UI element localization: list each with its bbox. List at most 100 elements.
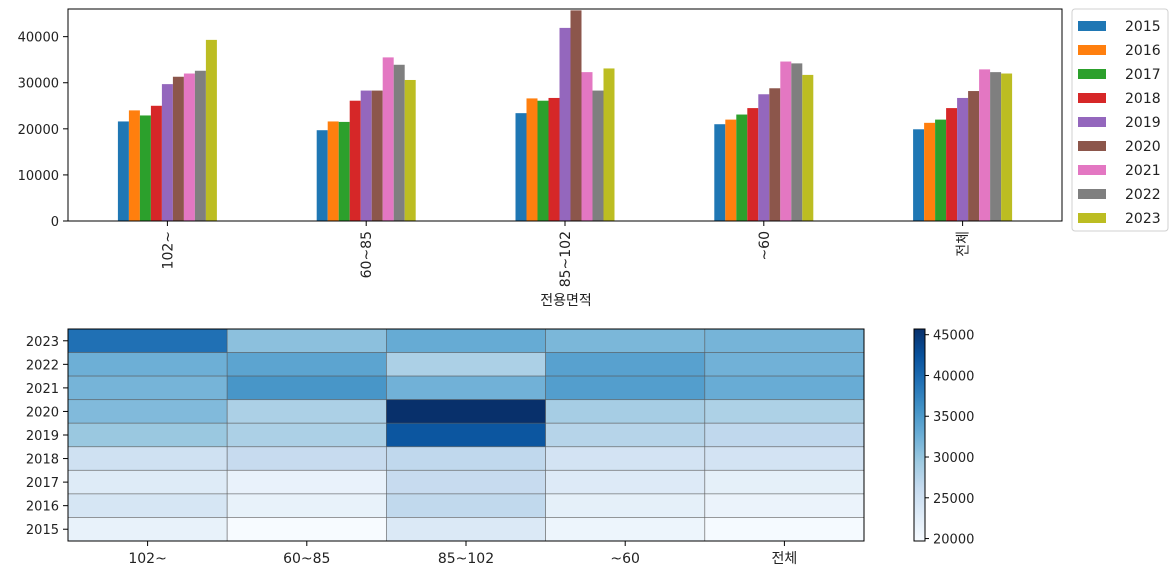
bar — [194, 70, 206, 221]
bar — [791, 63, 803, 221]
bar — [968, 91, 980, 221]
bar — [736, 114, 748, 221]
y-tick-label: 2018 — [26, 453, 59, 468]
heatmap-cell — [226, 422, 387, 448]
y-tick-label: 40000 — [18, 31, 59, 46]
bar — [150, 105, 162, 221]
heatmap-cell — [67, 469, 228, 495]
bar — [714, 124, 726, 221]
bar — [979, 69, 991, 221]
bar — [559, 27, 571, 221]
bar — [758, 94, 770, 221]
legend-swatch — [1078, 213, 1106, 223]
heatmap-cell — [226, 469, 387, 495]
x-tick-label: 102~ — [128, 551, 166, 567]
heatmap-cell — [545, 328, 706, 353]
y-tick-label: 0 — [51, 215, 59, 230]
legend-swatch — [1078, 21, 1106, 31]
y-tick-label: 2022 — [26, 358, 59, 373]
colorbar-tick-label: 45000 — [933, 329, 974, 344]
y-tick-label: 2021 — [26, 382, 59, 397]
bar-chart: 2015 2016 2017 2018 2019 2020 2021 2022 2023 전용면… — [18, 8, 1169, 309]
bar — [117, 121, 129, 221]
legend-label: 2022 — [1125, 187, 1161, 203]
bar — [769, 88, 781, 221]
bar — [404, 79, 416, 222]
heatmap-cell — [545, 517, 706, 542]
legend: 2015 2016 2017 2018 2019 2020 2021 2022 2023 — [1071, 8, 1169, 232]
bar — [990, 72, 1002, 221]
heatmap-cell — [704, 352, 865, 377]
heatmap-cell — [704, 469, 865, 495]
heatmap-cell — [67, 493, 228, 518]
heatmap-cell — [545, 422, 706, 448]
heatmap-cell — [67, 352, 228, 377]
legend-swatch — [1078, 165, 1106, 175]
heatmap-cell — [704, 422, 865, 448]
heatmap-cell — [226, 328, 387, 353]
heatmap-cell — [704, 493, 865, 518]
bar — [382, 57, 394, 222]
heatmap-cell — [226, 399, 387, 424]
bar — [581, 72, 593, 221]
x-tick-label: 85~102 — [558, 231, 574, 287]
heatmap-cell — [226, 352, 387, 377]
legend-swatch — [1078, 141, 1106, 151]
y-tick-label: 30000 — [18, 77, 59, 92]
heatmap-cell — [545, 399, 706, 424]
legend-label: 2023 — [1125, 211, 1161, 227]
colorbar-tick-label: 25000 — [933, 492, 974, 507]
bar — [1001, 73, 1013, 222]
bar — [349, 100, 361, 221]
heatmap-cell — [545, 493, 706, 518]
bar — [161, 84, 173, 222]
x-tick-label: 전체 — [772, 551, 798, 567]
bar — [172, 76, 184, 221]
bar — [570, 10, 582, 221]
heatmap-cell — [704, 328, 865, 353]
legend-swatch — [1078, 69, 1106, 79]
bar — [802, 74, 814, 221]
bar — [139, 115, 151, 221]
heatmap-cell — [385, 352, 546, 377]
bar — [603, 68, 615, 221]
heatmap-cell — [226, 446, 387, 471]
legend-swatch — [1078, 45, 1106, 55]
bar — [548, 97, 560, 221]
bar — [205, 39, 217, 221]
heatmap-cell — [545, 352, 706, 377]
bar — [393, 64, 405, 221]
x-tick-label: ~60 — [610, 551, 640, 567]
heatmap-cell — [704, 399, 865, 424]
heatmap-cell — [545, 469, 706, 495]
colorbar-tick-label: 20000 — [933, 533, 974, 548]
y-tick-label: 20000 — [18, 123, 59, 138]
x-tick-label: 60~85 — [359, 231, 375, 278]
bar — [360, 90, 372, 221]
colorbar-tick-label: 40000 — [933, 369, 974, 384]
bar — [747, 108, 759, 221]
bar — [537, 100, 549, 221]
bar — [183, 73, 195, 222]
heatmap: 2023 2022 2021 2020 2019 2018 2017 2016 2015 102~… — [26, 328, 865, 567]
heatmap-cell — [67, 399, 228, 424]
heatmap-cell — [226, 493, 387, 518]
legend-label: 2019 — [1125, 115, 1161, 131]
bar — [780, 61, 792, 222]
colorbar: 20000 25000 30000 35000 40000 45000 — [913, 328, 974, 548]
heatmap-cell — [67, 422, 228, 448]
heatmap-cell — [545, 375, 706, 401]
bar — [946, 108, 958, 221]
bar — [338, 121, 350, 221]
x-tick-label: 60~85 — [283, 551, 330, 567]
bar — [725, 119, 737, 221]
legend-label: 2021 — [1125, 163, 1161, 179]
x-tick-label: 102~ — [160, 231, 176, 269]
heatmap-cell — [385, 375, 546, 401]
heatmap-cell — [385, 446, 546, 471]
x-tick-label: 전체 — [956, 231, 972, 257]
y-tick-label: 2020 — [26, 405, 59, 420]
legend-box — [1071, 8, 1169, 232]
colorbar-bar — [913, 328, 926, 542]
